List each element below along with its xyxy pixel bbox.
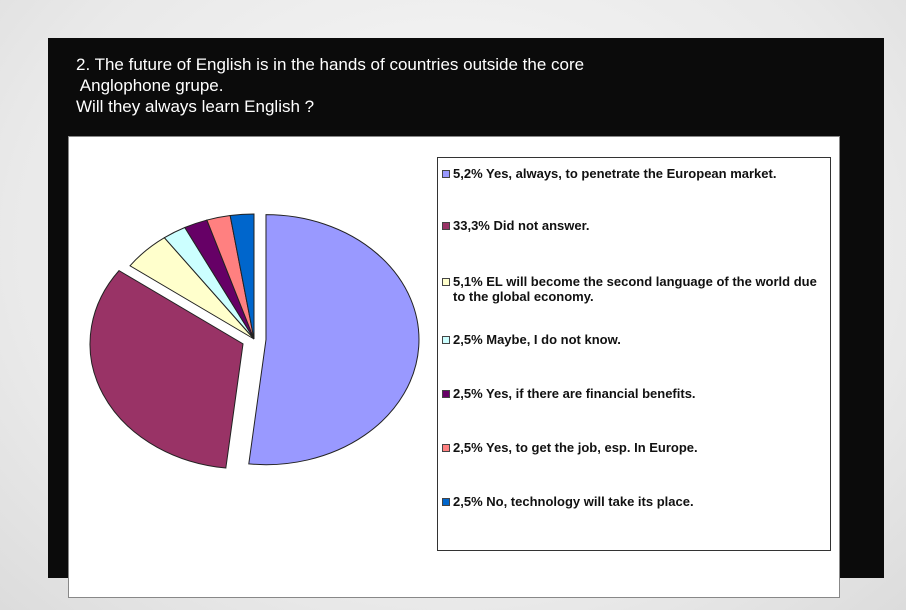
legend-item-4: 2,5% Maybe, I do not know. — [442, 332, 826, 347]
pie-slice-7 — [229, 213, 255, 340]
legend-swatch-6 — [442, 444, 450, 452]
pie-slice-1 — [248, 214, 420, 466]
title-line-1: 2. The future of English is in the hands… — [76, 55, 585, 74]
legend-label-2: 33,3% Did not answer. — [453, 218, 590, 233]
legend-swatch-3 — [442, 278, 450, 286]
legend-item-5: 2,5% Yes, if there are financial benefit… — [442, 386, 826, 401]
chart-card: 5,2% Yes, always, to penetrate the Europ… — [68, 136, 840, 598]
legend-item-2: 33,3% Did not answer. — [442, 218, 826, 233]
legend-swatch-5 — [442, 390, 450, 398]
legend-item-6: 2,5% Yes, to get the job, esp. In Europe… — [442, 440, 826, 455]
title-line-3: Will they always learn English ? — [76, 97, 315, 116]
legend-swatch-7 — [442, 498, 450, 506]
legend-item-3: 5,1% EL will become the second language … — [442, 274, 826, 304]
legend-label-5: 2,5% Yes, if there are financial benefit… — [453, 386, 696, 401]
legend-item-1: 5,2% Yes, always, to penetrate the Europ… — [442, 166, 826, 181]
legend-swatch-2 — [442, 222, 450, 230]
pie-chart — [89, 213, 420, 469]
pie-slice-2 — [89, 269, 244, 469]
legend-item-7: 2,5% No, technology will take its place. — [442, 494, 826, 509]
legend-label-3: 5,1% EL will become the second language … — [453, 274, 817, 304]
legend-label-1: 5,2% Yes, always, to penetrate the Europ… — [453, 166, 777, 181]
slide-title: 2. The future of English is in the hands… — [76, 54, 836, 117]
legend-swatch-4 — [442, 336, 450, 344]
legend-label-6: 2,5% Yes, to get the job, esp. In Europe… — [453, 440, 698, 455]
legend-label-7: 2,5% No, technology will take its place. — [453, 494, 694, 509]
title-line-2: Anglophone grupe. — [76, 76, 224, 95]
legend-label-4: 2,5% Maybe, I do not know. — [453, 332, 621, 347]
legend-swatch-1 — [442, 170, 450, 178]
chart-legend: 5,2% Yes, always, to penetrate the Europ… — [437, 157, 831, 551]
